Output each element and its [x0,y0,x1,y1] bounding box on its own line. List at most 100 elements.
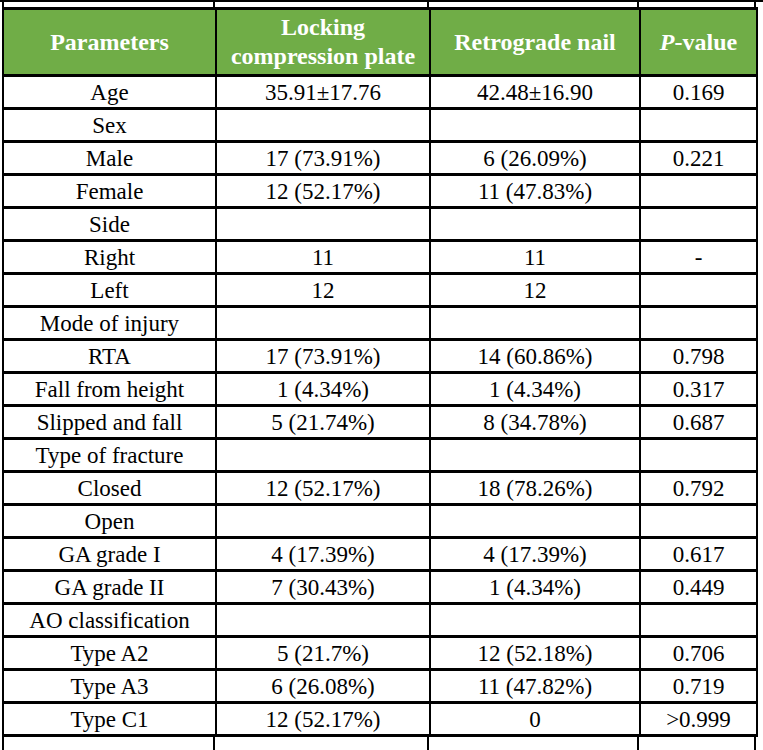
crop-top-rule [0,0,763,2]
lcp-cell: 4 (17.39%) [216,538,430,571]
param-cell: RTA [3,340,216,373]
p-cell [640,439,757,472]
p-cell: 0.719 [640,670,757,703]
p-cell [640,109,757,142]
rn-cell [430,109,640,142]
table-row: Age35.91±17.7642.48±16.900.169 [3,76,757,109]
param-cell: AO classification [3,604,216,637]
param-cell: Right [3,241,216,274]
p-value-rest: -value [675,29,738,55]
header-locking-compression-plate: Locking compression plate [216,9,430,76]
param-cell: Female [3,175,216,208]
table-row: Right1111- [3,241,757,274]
header-row: Parameters Locking compression plate Ret… [3,9,757,76]
table-row: Type of fracture [3,439,757,472]
table-row: Type A25 (21.7%)12 (52.18%)0.706 [3,637,757,670]
p-cell [640,274,757,307]
p-cell: 0.221 [640,142,757,175]
table-row: GA grade I4 (17.39%)4 (17.39%)0.617 [3,538,757,571]
p-cell: 0.169 [640,76,757,109]
p-cell [640,604,757,637]
rn-cell: 11 (47.82%) [430,670,640,703]
table-row: Side [3,208,757,241]
rn-cell [430,208,640,241]
table-row: Left1212 [3,274,757,307]
p-cell: 0.449 [640,571,757,604]
p-value-italic-p: P [660,29,675,55]
rn-cell: 42.48±16.90 [430,76,640,109]
param-cell: Age [3,76,216,109]
lcp-cell: 17 (73.91%) [216,340,430,373]
p-cell: 0.687 [640,406,757,439]
p-cell: 0.317 [640,373,757,406]
rn-cell: 1 (4.34%) [430,571,640,604]
header-p-value: P-value [640,9,757,76]
parameters-comparison-table: Parameters Locking compression plate Ret… [2,7,758,737]
header-parameters: Parameters [3,9,216,76]
p-cell [640,175,757,208]
lcp-cell [216,109,430,142]
table-row: Male17 (73.91%)6 (26.09%)0.221 [3,142,757,175]
rn-cell [430,439,640,472]
p-cell: 0.706 [640,637,757,670]
rn-cell [430,604,640,637]
rn-cell: 12 (52.18%) [430,637,640,670]
lcp-cell [216,307,430,340]
rn-cell: 8 (34.78%) [430,406,640,439]
rn-cell: 12 [430,274,640,307]
table-row: Sex [3,109,757,142]
table-row: GA grade II7 (30.43%)1 (4.34%)0.449 [3,571,757,604]
lcp-cell: 1 (4.34%) [216,373,430,406]
param-cell: GA grade II [3,571,216,604]
table-row: Slipped and fall5 (21.74%)8 (34.78%)0.68… [3,406,757,439]
p-cell: 0.617 [640,538,757,571]
param-cell: Open [3,505,216,538]
lcp-cell [216,505,430,538]
p-cell: 0.798 [640,340,757,373]
table-row: Type C112 (52.17%)0>0.999 [3,703,757,736]
lcp-cell: 7 (30.43%) [216,571,430,604]
lcp-cell: 35.91±17.76 [216,76,430,109]
table-body: Age35.91±17.7642.48±16.900.169SexMale17 … [3,76,757,736]
lcp-cell: 12 [216,274,430,307]
lcp-cell: 12 (52.17%) [216,175,430,208]
table-row: RTA17 (73.91%)14 (60.86%)0.798 [3,340,757,373]
lcp-cell: 5 (21.74%) [216,406,430,439]
rn-cell: 6 (26.09%) [430,142,640,175]
param-cell: Closed [3,472,216,505]
param-cell: Slipped and fall [3,406,216,439]
header-retrograde-nail: Retrograde nail [430,9,640,76]
lcp-cell: 17 (73.91%) [216,142,430,175]
p-cell: 0.792 [640,472,757,505]
rn-cell: 14 (60.86%) [430,340,640,373]
p-cell [640,505,757,538]
param-cell: Mode of injury [3,307,216,340]
p-cell [640,208,757,241]
rn-cell: 0 [430,703,640,736]
table-header: Parameters Locking compression plate Ret… [3,9,757,76]
param-cell: Type C1 [3,703,216,736]
p-cell: - [640,241,757,274]
table-row: Fall from height1 (4.34%)1 (4.34%)0.317 [3,373,757,406]
table-row: Open [3,505,757,538]
lcp-cell [216,439,430,472]
table-row: AO classification [3,604,757,637]
table-row: Mode of injury [3,307,757,340]
rn-cell: 11 [430,241,640,274]
rn-cell [430,307,640,340]
param-cell: Male [3,142,216,175]
rn-cell [430,505,640,538]
param-cell: Side [3,208,216,241]
rn-cell: 4 (17.39%) [430,538,640,571]
param-cell: Fall from height [3,373,216,406]
lcp-cell: 6 (26.08%) [216,670,430,703]
lcp-cell: 12 (52.17%) [216,472,430,505]
rn-cell: 18 (78.26%) [430,472,640,505]
param-cell: Left [3,274,216,307]
table-row: Female12 (52.17%)11 (47.83%) [3,175,757,208]
param-cell: Type A3 [3,670,216,703]
param-cell: Type A2 [3,637,216,670]
lcp-cell: 12 (52.17%) [216,703,430,736]
param-cell: Type of fracture [3,439,216,472]
param-cell: Sex [3,109,216,142]
